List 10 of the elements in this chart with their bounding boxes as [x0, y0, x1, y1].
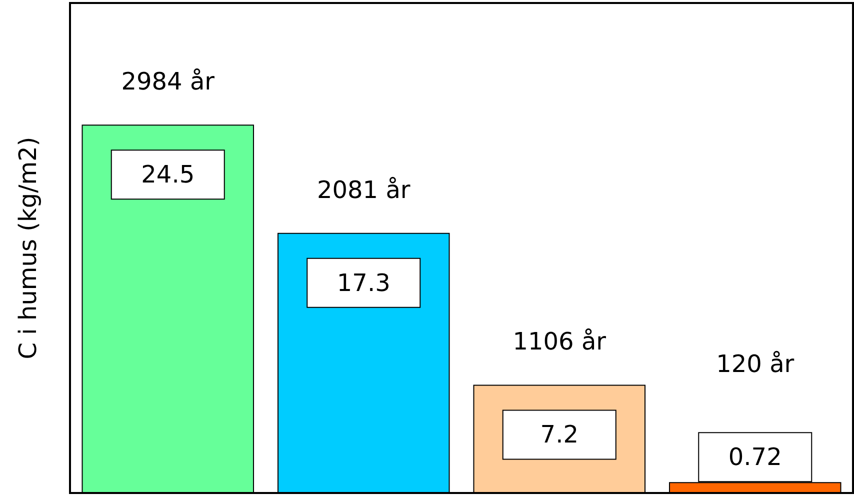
data-label: 24.5 [141, 160, 195, 189]
x-tick-label: 1106 år [512, 328, 606, 356]
data-label: 7.2 [540, 420, 578, 449]
bar [82, 124, 254, 493]
y-axis-title: C i humus (kg/m2) [14, 136, 42, 360]
x-tick-label: 2081 år [316, 176, 410, 204]
data-label: 17.3 [336, 268, 390, 297]
x-tick-label: 2984 år [121, 68, 215, 96]
data-label: 0.72 [728, 443, 782, 472]
x-tick-label: 120 år [716, 350, 794, 378]
